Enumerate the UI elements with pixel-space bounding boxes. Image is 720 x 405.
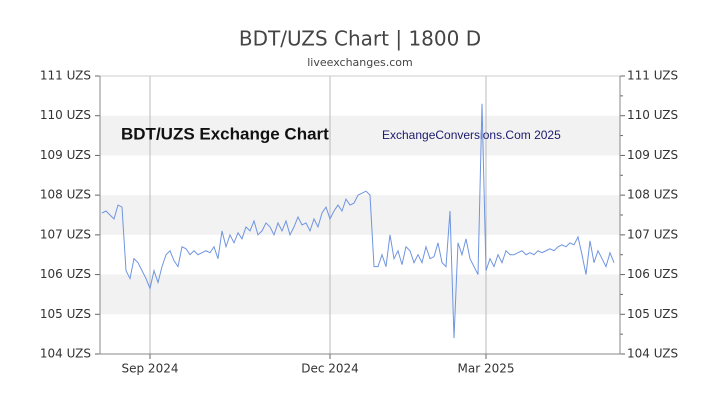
x-tick-label: Dec 2024 bbox=[301, 362, 359, 376]
y2-tick-label: 107 UZS bbox=[627, 227, 678, 241]
y2-tick-label: 105 UZS bbox=[627, 307, 678, 321]
grid-band bbox=[100, 115, 620, 156]
price-line bbox=[101, 103, 615, 339]
grid-band bbox=[100, 274, 620, 315]
y2-tick-label: 110 UZS bbox=[627, 108, 678, 122]
x-tick-label: Mar 2025 bbox=[458, 362, 515, 376]
y-tick-label: 109 UZS bbox=[40, 148, 91, 162]
chart-subtitle: liveexchanges.com bbox=[307, 56, 412, 69]
y2-tick-label: 104 UZS bbox=[627, 347, 678, 361]
y2-tick-label: 106 UZS bbox=[627, 267, 678, 281]
annotation: BDT/UZS Exchange Chart bbox=[121, 124, 329, 143]
grid-band bbox=[100, 195, 620, 235]
y-tick-label: 110 UZS bbox=[40, 108, 91, 122]
chart-title: BDT/UZS Chart | 1800 D bbox=[239, 27, 481, 51]
y2-tick-label: 108 UZS bbox=[627, 188, 678, 202]
y2-tick-label: 109 UZS bbox=[627, 148, 678, 162]
y-tick-label: 107 UZS bbox=[40, 227, 91, 241]
y-tick-label: 111 UZS bbox=[40, 69, 91, 83]
y-tick-label: 105 UZS bbox=[40, 307, 91, 321]
y-tick-label: 106 UZS bbox=[40, 267, 91, 281]
annotation: ExchangeConversions.Com 2025 bbox=[382, 128, 561, 142]
y-tick-label: 104 UZS bbox=[40, 347, 91, 361]
y2-tick-label: 111 UZS bbox=[627, 69, 678, 83]
y-tick-label: 108 UZS bbox=[40, 188, 91, 202]
x-tick-label: Sep 2024 bbox=[122, 362, 179, 376]
